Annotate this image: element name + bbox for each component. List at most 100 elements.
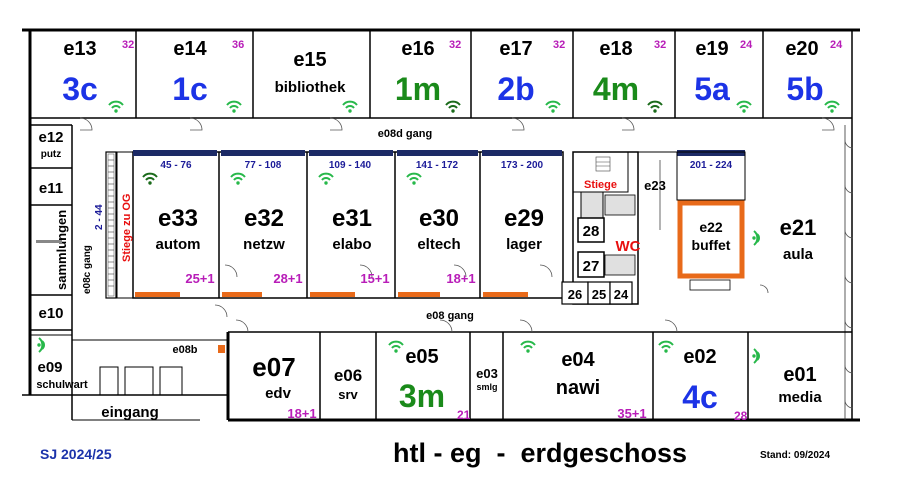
room-e29[interactable]: 173 - 200 e29 lager (501, 160, 544, 253)
page-title: htl - eg - erdgeschoss (393, 438, 687, 468)
seat-range: 2 - 44 (94, 204, 105, 230)
seat-count: 32 (449, 39, 461, 51)
wifi-icon (751, 230, 760, 246)
class-label: 3m (399, 378, 445, 414)
room-number: e14 (173, 38, 207, 60)
room-e18[interactable]: e18 32 4m (593, 38, 666, 114)
room-sammlungen[interactable]: sammlungen (36, 210, 69, 290)
seat-range: 45 - 76 (160, 160, 192, 171)
room-e03[interactable]: e03 smlg (476, 366, 498, 392)
room-label: srv (338, 387, 358, 402)
room-e30[interactable]: 141 - 172 e30 eltech 18+1 (406, 160, 476, 286)
class-label: 3c (62, 71, 98, 107)
room-number: e23 (644, 178, 666, 193)
seat-range: 109 - 140 (329, 160, 372, 171)
class-label: 5b (786, 71, 823, 107)
seat-count: 32 (654, 39, 666, 51)
room-number: e29 (504, 205, 544, 232)
room-e07[interactable]: e07 edv 18+1 (252, 352, 316, 421)
room-number: 28 (583, 223, 600, 240)
room-number: e31 (332, 205, 372, 232)
room-e09[interactable]: e09 schulwart (36, 337, 88, 391)
building-walls (22, 28, 860, 422)
room-e10[interactable]: e10 (38, 305, 63, 322)
room-number: e02 (683, 346, 716, 368)
room-e20[interactable]: e20 24 5b (785, 38, 843, 114)
room-e11[interactable]: e11 (39, 180, 63, 197)
seat-count: 35+1 (617, 406, 646, 421)
seat-range: 173 - 200 (501, 160, 544, 171)
wifi-icon (226, 100, 242, 114)
room-number: e32 (244, 205, 284, 232)
school-year: SJ 2024/25 (40, 446, 112, 462)
wifi-icon (545, 100, 561, 114)
room-number: e22 (699, 219, 723, 235)
seat-count: 21 (457, 408, 471, 422)
room-e17[interactable]: e17 32 2b (497, 38, 565, 114)
wifi-icon (658, 340, 674, 354)
room-number: e01 (783, 364, 816, 386)
room-e16[interactable]: e16 32 1m (395, 38, 461, 114)
room-number: 25 (592, 287, 606, 302)
room-e02[interactable]: e02 4c 28 (658, 340, 748, 423)
room-label: edv (265, 385, 292, 402)
wifi-icon (406, 172, 422, 186)
room-number: e13 (63, 38, 96, 60)
stairs-label: Stiege zu OG (121, 194, 133, 262)
room-e13[interactable]: e13 32 3c (62, 38, 134, 114)
wifi-icon (388, 340, 404, 354)
wifi-icon (318, 172, 334, 186)
room-e05[interactable]: e05 3m 21 (388, 340, 471, 422)
room-e33[interactable]: 45 - 76 e33 autom 25+1 (142, 160, 215, 286)
room-e12[interactable]: e12 putz (38, 129, 63, 160)
room-number: e18 (599, 38, 632, 60)
room-number: e11 (39, 180, 63, 197)
seat-count: 15+1 (360, 271, 389, 286)
wifi-icon (824, 100, 840, 114)
room-e01[interactable]: e01 media (751, 348, 822, 406)
status-date: Stand: 09/2024 (760, 450, 830, 461)
room-number: e09 (37, 359, 62, 376)
room-e19[interactable]: e19 24 5a (694, 38, 753, 114)
entrance-label: eingang (101, 404, 159, 421)
room-e06[interactable]: e06 srv (334, 366, 362, 402)
room-label: buffet (692, 237, 731, 253)
corridor-label: e08b (172, 344, 197, 356)
room-label: sammlungen (54, 210, 69, 290)
room-number: 24 (614, 287, 629, 302)
stairs-label: Stiege (584, 179, 617, 191)
seat-count: 28 (734, 409, 748, 423)
room-e31[interactable]: 109 - 140 e31 elabo 15+1 (318, 160, 390, 286)
wifi-icon (108, 100, 124, 114)
room-number: e12 (38, 129, 63, 146)
seat-count: 32 (553, 39, 565, 51)
room-e21[interactable]: e21 aula (751, 215, 816, 263)
room-number: e05 (405, 346, 438, 368)
room-e15[interactable]: e15 bibliothek (275, 49, 358, 114)
room-label: aula (783, 246, 814, 263)
room-number: e15 (293, 49, 326, 71)
wifi-icon (520, 340, 536, 354)
room-label: bibliothek (275, 79, 346, 96)
room-e22[interactable]: 201 - 224 e22 buffet (690, 160, 733, 253)
wc-area[interactable]: 28 27 26 25 24 WC (568, 223, 641, 302)
room-e14[interactable]: e14 36 1c (172, 38, 244, 114)
room-label: media (778, 389, 822, 406)
room-label: nawi (556, 377, 600, 399)
room-label: putz (41, 149, 62, 160)
seat-count: 18+1 (287, 406, 316, 421)
wifi-icon (751, 348, 760, 364)
stairs-icon (107, 153, 115, 297)
room-e04[interactable]: e04 nawi 35+1 (520, 340, 647, 421)
stairs-e23[interactable]: Stiege e23 (584, 156, 666, 193)
room-number: e33 (158, 205, 198, 232)
room-number: 26 (568, 287, 582, 302)
room-number: e19 (695, 38, 728, 60)
class-label: 1c (172, 71, 208, 107)
wc-label: WC (616, 238, 641, 255)
seat-count: 32 (122, 39, 134, 51)
seat-range: 77 - 108 (245, 160, 282, 171)
room-e32[interactable]: 77 - 108 e32 netzw 28+1 (230, 160, 303, 286)
door-icon (79, 117, 854, 409)
